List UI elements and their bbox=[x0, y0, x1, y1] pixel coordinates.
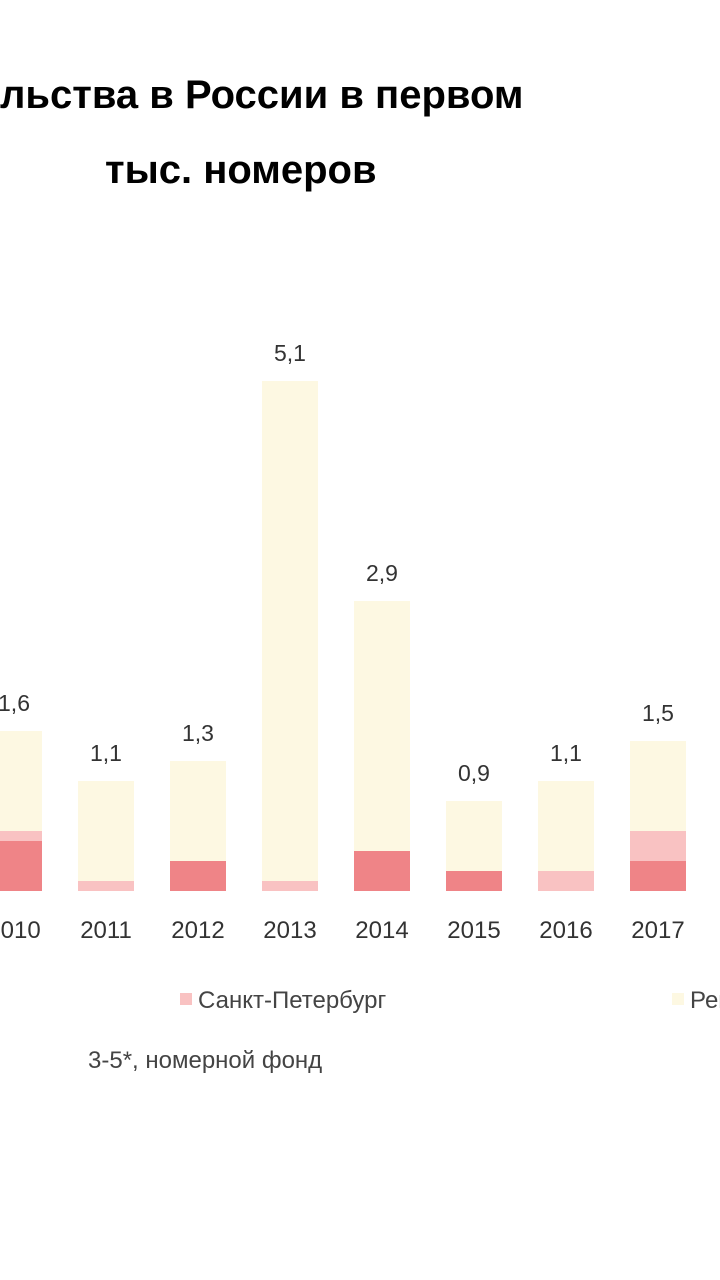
bar-segment bbox=[538, 871, 594, 891]
bar-segment bbox=[354, 851, 410, 891]
bar-segment bbox=[78, 781, 134, 881]
bar-segment bbox=[446, 871, 502, 891]
value-label: 1,6 bbox=[0, 690, 30, 716]
bar-segment bbox=[170, 861, 226, 891]
x-tick-label: 2015 bbox=[447, 917, 500, 944]
bar-segment bbox=[262, 881, 318, 891]
value-label: 1,1 bbox=[550, 740, 582, 766]
value-label: 2,9 bbox=[366, 560, 398, 586]
value-label: 1,3 bbox=[182, 720, 214, 746]
x-tick-label: 2014 bbox=[355, 917, 408, 944]
x-tick-label: 2012 bbox=[171, 917, 224, 944]
bar-segment bbox=[0, 841, 42, 891]
value-label: 5,1 bbox=[274, 340, 306, 366]
x-tick-label: 2016 bbox=[539, 917, 592, 944]
legend-marker bbox=[180, 993, 192, 1005]
legend-marker bbox=[672, 993, 684, 1005]
bar-segment bbox=[262, 381, 318, 881]
bar-segment bbox=[630, 861, 686, 891]
footnote: 3-5*, номерной фонд bbox=[88, 1047, 322, 1074]
bar-segment bbox=[0, 731, 42, 831]
value-label: 0,9 bbox=[458, 760, 490, 786]
bar-segment bbox=[446, 801, 502, 871]
bar-segment bbox=[0, 831, 42, 841]
bar-segment bbox=[78, 881, 134, 891]
legend-label: Регионы bbox=[690, 987, 720, 1014]
bar-segment bbox=[630, 741, 686, 831]
bar-segment bbox=[538, 781, 594, 871]
value-label: 1,5 bbox=[642, 700, 674, 726]
x-tick-label: 2017 bbox=[631, 917, 684, 944]
bar-segment bbox=[630, 831, 686, 861]
x-tick-label: 2013 bbox=[263, 917, 316, 944]
legend-label: Санкт-Петербург bbox=[198, 987, 386, 1014]
x-tick-label: 2010 bbox=[0, 917, 41, 944]
value-label: 1,1 bbox=[90, 740, 122, 766]
bar-segment bbox=[354, 601, 410, 851]
chart-title: льства в России в первом bbox=[0, 73, 523, 117]
chart-title: тыс. номеров bbox=[105, 148, 377, 192]
x-tick-label: 2011 bbox=[80, 917, 132, 944]
bar-segment bbox=[170, 761, 226, 861]
